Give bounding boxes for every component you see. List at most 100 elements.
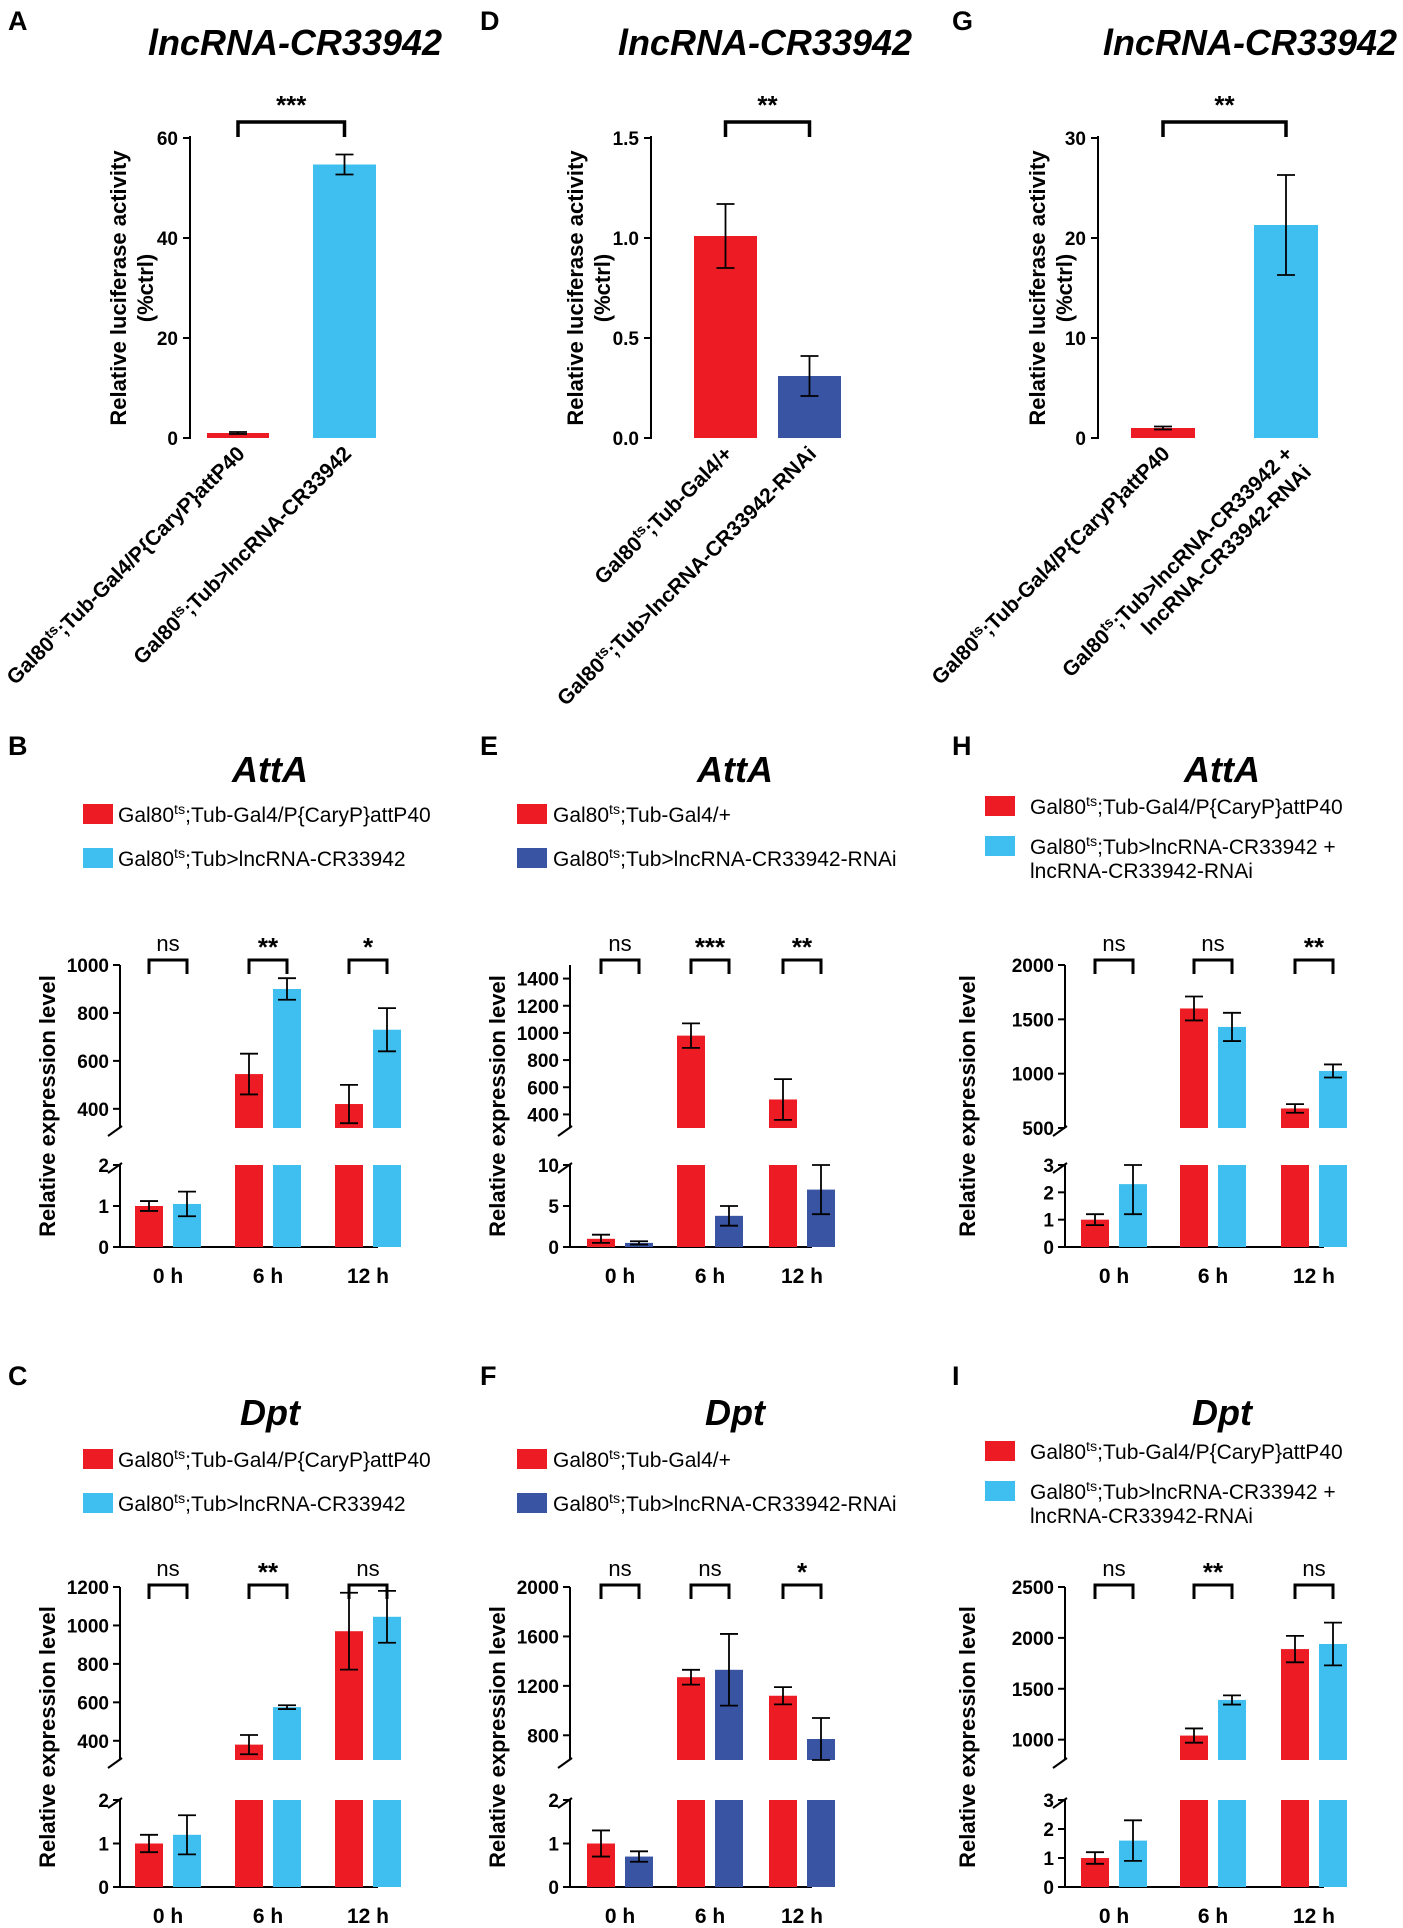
y-tick-label-upper-C: 1200 xyxy=(67,1578,109,1599)
y-axis-label-B: Relative expression level xyxy=(35,975,60,1237)
group-C-12h: 12 h ns xyxy=(335,1556,401,1928)
y-tick-label-upper-B: 800 xyxy=(77,1004,109,1025)
y-axis-label-I: Relative expression level xyxy=(955,1606,980,1868)
y-tick-label-A: 40 xyxy=(157,229,178,250)
significance-F: ns xyxy=(599,1556,641,1599)
y-axis-label-G: Relative luciferase activity (%ctrl) xyxy=(1025,150,1077,426)
x-tick-label-C: 12 h xyxy=(347,1905,389,1928)
legend-swatch-I-2 xyxy=(985,1481,1015,1501)
category-label-text: Gal80ts;Tub-Gal4/+ xyxy=(589,441,737,589)
significance-bracket xyxy=(1093,1583,1135,1599)
group-H-12h: 12 h ** xyxy=(1281,932,1347,1288)
significance-H: ns xyxy=(1093,931,1135,974)
significance-bracket xyxy=(1093,958,1135,974)
y-tick-label-A: 60 xyxy=(157,129,178,150)
y-tick-label-lower-B: 0 xyxy=(98,1238,109,1259)
x-tick-label-B: 0 h xyxy=(153,1265,183,1288)
legend-label-E-2-sup: ts xyxy=(609,846,620,862)
significance-label: ns xyxy=(1102,931,1125,956)
error-bar-I-1 xyxy=(1286,1634,1304,1664)
significance-bracket xyxy=(599,958,641,974)
axis-break-upper-B xyxy=(107,1125,123,1137)
legend-label-E-2-base: Gal80 xyxy=(553,848,609,871)
y-tick-label-lower-E: 0 xyxy=(548,1238,559,1259)
y-tick-label-lower-H: 1 xyxy=(1043,1211,1054,1232)
x-tick-label-F: 12 h xyxy=(781,1905,823,1928)
y-tick-label-upper-H: 1000 xyxy=(1012,1065,1054,1086)
y-axis-label-text: Relative expression level xyxy=(485,975,510,1237)
legend-label-I-2-rest: ;Tub>lncRNA-CR33942 + xyxy=(1097,1481,1336,1504)
y-axis-label-line1: Relative luciferase activity xyxy=(563,150,588,426)
bar-lower-H-2 xyxy=(1218,1165,1246,1247)
panel-label-F: F xyxy=(480,1361,497,1391)
bar-lower-C-2 xyxy=(273,1800,301,1887)
y-tick-label-lower-H: 3 xyxy=(1043,1156,1054,1177)
significance-label: ns xyxy=(608,931,631,956)
significance-bracket xyxy=(689,958,731,974)
y-axis-label-text: Relative expression level xyxy=(955,1606,980,1868)
group-I-12h: 12 h ns xyxy=(1281,1556,1347,1928)
bar-lower-C-1 xyxy=(235,1800,263,1887)
legend-swatch-I-1 xyxy=(985,1441,1015,1461)
bar-lower-H-2 xyxy=(1319,1165,1347,1247)
bar-lower-B-1 xyxy=(335,1165,363,1247)
error-bar-B-2 xyxy=(178,1190,196,1218)
bar-lower-E-1 xyxy=(677,1165,705,1247)
y-axis-label-line1: Relative luciferase activity xyxy=(106,150,131,426)
x-tick-label-F: 0 h xyxy=(605,1905,635,1928)
x-tick-label-H: 0 h xyxy=(1099,1265,1129,1288)
y-tick-label-upper-C: 1000 xyxy=(67,1616,109,1637)
panel-title-E: AttA xyxy=(696,749,773,790)
legend-label-I-2-sup: ts xyxy=(1086,1479,1097,1495)
x-tick-label-B: 6 h xyxy=(253,1265,283,1288)
legend-label-H-2-base: Gal80 xyxy=(1030,836,1086,859)
legend-label-B-1-base: Gal80 xyxy=(118,804,174,827)
legend-swatch-F-2 xyxy=(517,1493,547,1513)
significance-C: ns xyxy=(347,1556,389,1599)
legend-label-B-1-rest: ;Tub-Gal4/P{CaryP}attP40 xyxy=(185,804,431,827)
error-bar-E-2 xyxy=(812,1164,830,1216)
y-axis-label-line2: (%ctrl) xyxy=(1052,254,1077,322)
legend-swatch-C-1 xyxy=(83,1449,113,1469)
legend-label-I-1-base: Gal80 xyxy=(1030,1441,1086,1464)
significance-I: ns xyxy=(1093,1556,1135,1599)
error-bar-H-1 xyxy=(1286,1103,1304,1114)
significance-I: ** xyxy=(1192,1557,1234,1599)
y-tick-label-upper-I: 2000 xyxy=(1012,1629,1054,1650)
significance-bracket xyxy=(781,958,823,974)
significance-label: ns xyxy=(1201,931,1224,956)
legend-label-C-2-rest: ;Tub>lncRNA-CR33942 xyxy=(185,1493,405,1516)
y-tick-label-upper-F: 800 xyxy=(527,1726,559,1747)
legend-swatch-E-1 xyxy=(517,804,547,824)
legend-label-F-1: Gal80ts;Tub-Gal4/+ xyxy=(553,1447,731,1472)
significance-H: ** xyxy=(1293,932,1335,974)
legend-label-C-1: Gal80ts;Tub-Gal4/P{CaryP}attP40 xyxy=(118,1447,431,1472)
error-bar-H-2 xyxy=(1324,1063,1342,1079)
legend-label-I-1-sup: ts xyxy=(1086,1439,1097,1455)
group-H-0h: 0 h ns xyxy=(1081,931,1147,1288)
legend-swatch-E-2 xyxy=(517,848,547,868)
significance-bracket xyxy=(1293,1583,1335,1599)
legend-label-B-1: Gal80ts;Tub-Gal4/P{CaryP}attP40 xyxy=(118,802,431,827)
y-axis-label-F: Relative expression level xyxy=(485,1606,510,1868)
bar-lower-C-2 xyxy=(373,1800,401,1887)
significance-label: ns xyxy=(156,931,179,956)
y-tick-label-upper-F: 1600 xyxy=(517,1627,559,1648)
bar-upper-I-1 xyxy=(1281,1649,1309,1760)
legend-label-H-2-sup: ts xyxy=(1086,834,1097,850)
significance-G: ** xyxy=(1161,90,1288,137)
significance-D: ** xyxy=(723,90,812,137)
y-axis-label-text: Relative expression level xyxy=(35,1606,60,1868)
significance-label: ns xyxy=(608,1556,631,1581)
y-tick-label-upper-B: 400 xyxy=(77,1100,109,1121)
bar-lower-I-1 xyxy=(1281,1800,1309,1887)
bar-lower-F-1 xyxy=(677,1800,705,1887)
y-axis-label-text: Relative expression level xyxy=(955,975,980,1237)
y-axis-label-text: Relative expression level xyxy=(485,1606,510,1868)
legend-swatch-H-2 xyxy=(985,836,1015,856)
significance-B: ** xyxy=(247,932,289,974)
y-tick-label-upper-E: 1400 xyxy=(517,970,559,991)
panel-H: HAttAGal80ts;Tub-Gal4/P{CaryP}attP40Gal8… xyxy=(952,731,1347,1288)
significance-B: * xyxy=(347,932,389,974)
